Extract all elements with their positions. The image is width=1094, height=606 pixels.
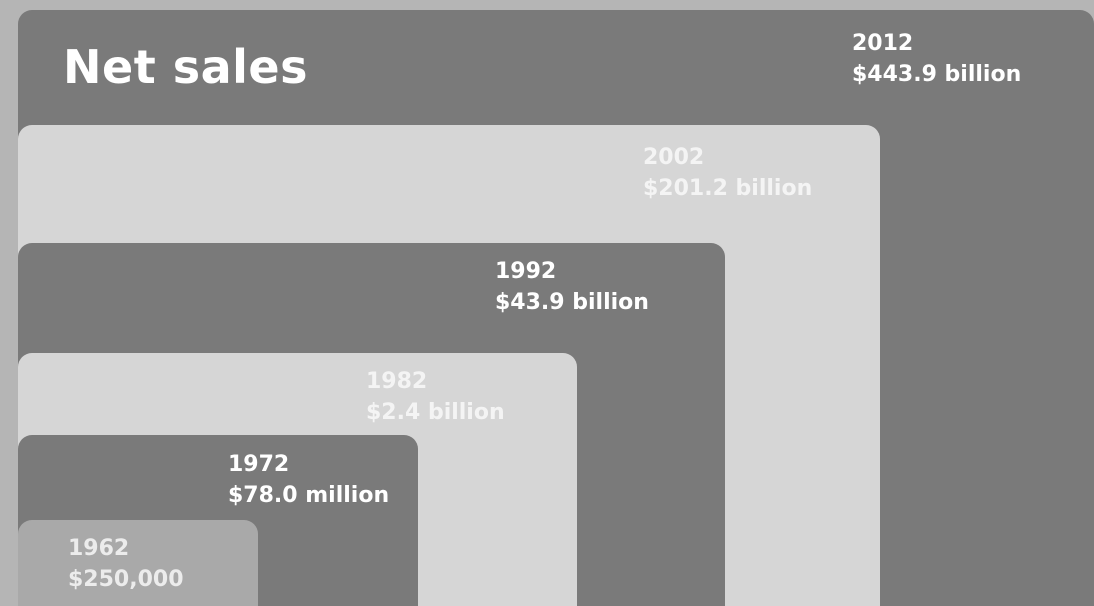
data-label-2012: 2012 $443.9 billion	[852, 28, 1021, 90]
data-label-2002: 2002 $201.2 billion	[643, 142, 812, 204]
data-label-1992: 1992 $43.9 billion	[495, 256, 649, 318]
chart-title: Net sales	[63, 40, 308, 94]
data-label-1972: 1972 $78.0 million	[228, 449, 389, 511]
value-label: $78.0 million	[228, 483, 390, 508]
area-box-1962	[18, 520, 258, 606]
year-label: 1972	[228, 452, 290, 477]
year-label: 1962	[68, 536, 130, 561]
value-label: $443.9 billion	[852, 62, 1022, 87]
data-label-1962: 1962 $250,000	[68, 533, 184, 595]
year-label: 1982	[366, 369, 428, 394]
value-label: $2.4 billion	[366, 400, 505, 425]
year-label: 2012	[852, 31, 914, 56]
value-label: $250,000	[68, 567, 184, 592]
data-label-1982: 1982 $2.4 billion	[366, 366, 505, 428]
year-label: 2002	[643, 145, 705, 170]
value-label: $201.2 billion	[643, 176, 813, 201]
value-label: $43.9 billion	[495, 290, 649, 315]
year-label: 1992	[495, 259, 557, 284]
